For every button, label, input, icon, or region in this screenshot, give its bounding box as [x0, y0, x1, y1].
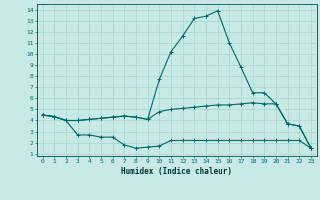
X-axis label: Humidex (Indice chaleur): Humidex (Indice chaleur): [121, 167, 232, 176]
